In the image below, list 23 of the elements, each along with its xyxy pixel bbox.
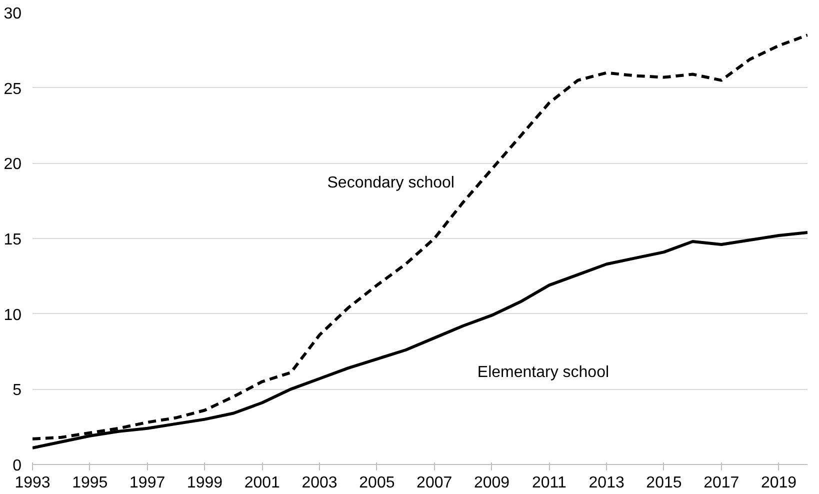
x-tick-label: 1999 — [186, 474, 223, 492]
y-tick-label: 10 — [4, 306, 22, 324]
x-tick-label: 2015 — [646, 474, 682, 492]
y-tick-label: 30 — [4, 6, 22, 22]
x-tick-label: 1997 — [130, 474, 166, 492]
x-tick-label: 2011 — [532, 474, 566, 492]
x-tick-label: 2017 — [704, 474, 740, 492]
x-tick-label: 2013 — [588, 474, 624, 492]
y-tick-label: 5 — [12, 382, 22, 400]
x-tick-label: 1993 — [14, 474, 50, 492]
series-label: Secondary school — [327, 174, 454, 192]
x-tick-label: 2019 — [761, 474, 797, 492]
x-tick-label: 2009 — [474, 474, 510, 492]
y-tick-label: 15 — [4, 232, 22, 248]
x-tick-label: 2007 — [416, 474, 452, 492]
x-tick-label: 2001 — [244, 474, 280, 492]
x-tick-label: 1995 — [72, 474, 108, 492]
y-tick-label: 20 — [4, 156, 22, 174]
y-tick-label: 25 — [4, 80, 22, 98]
y-tick-label: 0 — [12, 458, 22, 474]
x-tick-label: 2003 — [302, 474, 338, 492]
text: Elementary school — [477, 364, 610, 382]
x-tick-label: 2005 — [359, 474, 395, 492]
